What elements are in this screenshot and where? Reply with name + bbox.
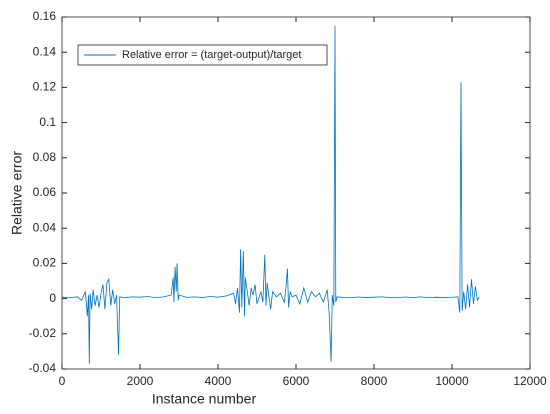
axes-box bbox=[61, 16, 531, 370]
y-tick-label: 0.14 bbox=[33, 44, 57, 58]
x-tick-label: 2000 bbox=[127, 374, 154, 388]
x-tick-label: 0 bbox=[59, 374, 66, 388]
x-tick-label: 6000 bbox=[283, 374, 310, 388]
x-tick-label: 4000 bbox=[205, 374, 232, 388]
y-axis-label: Relative error bbox=[9, 151, 25, 235]
legend-label: Relative error = (target-output)/target bbox=[122, 49, 301, 61]
x-tick-label: 12000 bbox=[513, 374, 547, 388]
y-tick-label: 0.08 bbox=[33, 150, 57, 164]
y-tick-label: 0.02 bbox=[33, 256, 57, 270]
y-tick-label: 0 bbox=[49, 291, 56, 305]
y-tick-label: -0.02 bbox=[29, 326, 57, 340]
x-axis-label: Instance number bbox=[152, 391, 257, 407]
y-tick-label: 0.06 bbox=[33, 185, 57, 199]
y-tick-label: 0.16 bbox=[33, 9, 57, 23]
x-tick-label: 10000 bbox=[435, 374, 469, 388]
data-line bbox=[61, 25, 480, 364]
plot-area bbox=[62, 17, 530, 369]
y-tick-label: 0.04 bbox=[33, 220, 57, 234]
legend-box bbox=[77, 44, 328, 66]
y-tick-label: 0.12 bbox=[33, 80, 57, 94]
y-tick-label: 0.1 bbox=[39, 115, 56, 129]
x-tick-label: 8000 bbox=[361, 374, 388, 388]
y-tick-label: -0.04 bbox=[29, 361, 57, 375]
